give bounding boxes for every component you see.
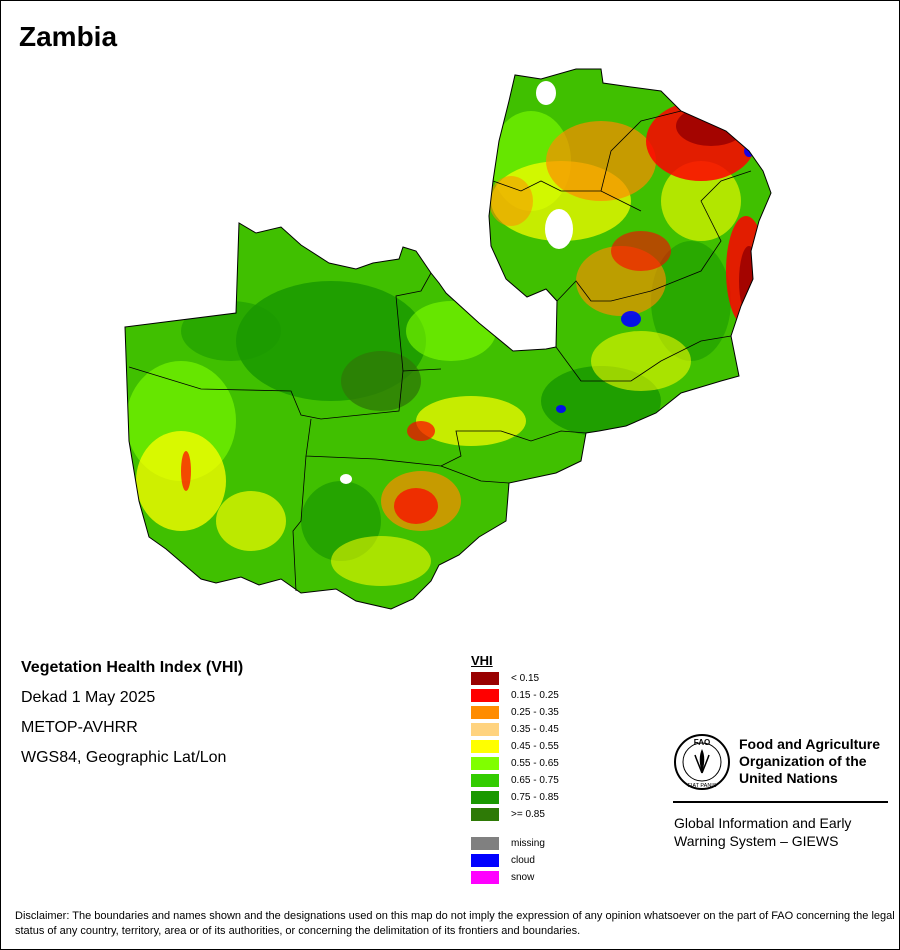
legend-other-item: snow	[471, 871, 534, 884]
legend-class-label: 0.15 - 0.25	[511, 690, 559, 701]
legend-class-swatch	[471, 791, 499, 804]
logo-divider	[673, 801, 888, 803]
emblem-letters: FAO	[694, 738, 710, 747]
province-boundaries	[128, 110, 752, 592]
legend-class-label: 0.25 - 0.35	[511, 707, 559, 718]
legend-class-item: 0.35 - 0.45	[471, 723, 559, 736]
legend-class-item: 0.15 - 0.25	[471, 689, 559, 702]
disclaimer: Disclaimer: The boundaries and names sho…	[15, 910, 895, 937]
legend-class-item: 0.55 - 0.65	[471, 757, 559, 770]
legend-class-item: < 0.15	[471, 672, 539, 685]
legend-other-swatch	[471, 837, 499, 850]
legend-class-item: 0.45 - 0.55	[471, 740, 559, 753]
legend-class-swatch	[471, 706, 499, 719]
legend-other-label: cloud	[511, 855, 535, 866]
legend-other-item: cloud	[471, 854, 535, 867]
legend-class-swatch	[471, 672, 499, 685]
period-label: Dekad 1 May 2025	[21, 689, 156, 706]
legend-class-label: 0.65 - 0.75	[511, 775, 559, 786]
vhi-map	[124, 68, 772, 610]
legend-class-swatch	[471, 689, 499, 702]
legend-class-item: 0.75 - 0.85	[471, 791, 559, 804]
fao-emblem-icon: FAO FIAT PANIS	[674, 734, 730, 790]
legend-class-item: >= 0.85	[471, 808, 545, 821]
legend-class-item: 0.65 - 0.75	[471, 774, 559, 787]
legend-class-swatch	[471, 774, 499, 787]
sensor-label: METOP-AVHRR	[21, 719, 138, 736]
legend-class-swatch	[471, 740, 499, 753]
legend-other-label: snow	[511, 872, 535, 883]
legend-other-label: missing	[511, 838, 545, 849]
legend-class-label: 0.45 - 0.55	[511, 741, 559, 752]
country-border	[124, 68, 772, 610]
legend-class-item: 0.25 - 0.35	[471, 706, 559, 719]
legend-class-swatch	[471, 723, 499, 736]
product-name: Vegetation Health Index (VHI)	[21, 659, 244, 676]
vhi-raster	[126, 81, 766, 586]
organization-name: Food and Agriculture Organization of the…	[739, 736, 881, 786]
emblem-motto: FIAT PANIS	[687, 783, 716, 789]
legend-class-label: < 0.15	[511, 673, 540, 684]
legend-other-swatch	[471, 871, 499, 884]
map-title: Zambia	[19, 21, 118, 52]
legend-class-label: 0.75 - 0.85	[511, 792, 559, 803]
legend-class-swatch	[471, 808, 499, 821]
legend-class-label: 0.55 - 0.65	[511, 758, 559, 769]
legend-class-label: 0.35 - 0.45	[511, 724, 559, 735]
legend-other-swatch	[471, 854, 499, 867]
projection-label: WGS84, Geographic Lat/Lon	[21, 749, 227, 766]
legend-class-label: >= 0.85	[511, 809, 545, 820]
legend-class-swatch	[471, 757, 499, 770]
giews-name: Global Information and Early Warning Sys…	[674, 815, 852, 849]
legend-other-item: missing	[471, 837, 545, 850]
legend-title: VHI	[471, 653, 493, 668]
